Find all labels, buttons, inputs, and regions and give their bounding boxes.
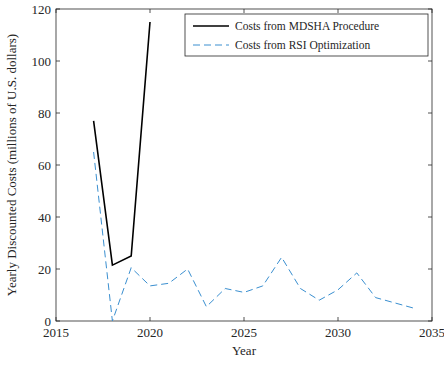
y-tick — [56, 269, 60, 270]
y-tick-label: 80 — [38, 106, 51, 121]
data-lines — [94, 22, 414, 321]
x-tick — [150, 317, 151, 321]
x-axis-label: Year — [232, 343, 257, 358]
x-tick-label: 2020 — [137, 325, 163, 340]
y-tick-label: 120 — [32, 2, 52, 17]
y-tick — [428, 165, 432, 166]
legend-swatch — [193, 45, 229, 46]
x-tick-label: 2025 — [231, 325, 257, 340]
y-tick — [56, 61, 60, 62]
legend-box — [185, 14, 428, 56]
plot-frame — [56, 9, 432, 321]
series-line — [94, 152, 414, 321]
legend: Costs from MDSHA Procedure Costs from RSI… — [185, 14, 428, 56]
x-tick — [244, 317, 245, 321]
x-tick-label: 2035 — [419, 325, 444, 340]
x-tick — [150, 9, 151, 13]
y-tick-label: 20 — [38, 262, 51, 277]
x-tick — [338, 317, 339, 321]
y-tick-label: 0 — [45, 314, 52, 329]
legend-label: Costs from MDSHA Procedure — [235, 20, 379, 32]
y-tick — [56, 113, 60, 114]
chart-svg: 20152020202520302035020406080100120YearY… — [0, 0, 444, 365]
x-tick — [244, 9, 245, 13]
y-tick — [428, 269, 432, 270]
y-tick — [428, 61, 432, 62]
y-tick-label: 100 — [32, 54, 52, 69]
y-tick-label: 40 — [38, 210, 51, 225]
legend-swatch — [193, 25, 229, 27]
x-tick-label: 2030 — [325, 325, 351, 340]
y-tick — [428, 217, 432, 218]
chart-container: 20152020202520302035020406080100120YearY… — [0, 0, 444, 365]
legend-label: Costs from RSI Optimization — [235, 39, 370, 52]
y-tick — [56, 217, 60, 218]
y-tick-label: 60 — [38, 158, 51, 173]
y-axis-label: Yearly Discounted Costs (millions of U.S… — [4, 34, 19, 296]
y-tick — [428, 113, 432, 114]
x-tick — [338, 9, 339, 13]
y-tick — [56, 165, 60, 166]
axes: 20152020202520302035020406080100120 — [32, 2, 444, 341]
